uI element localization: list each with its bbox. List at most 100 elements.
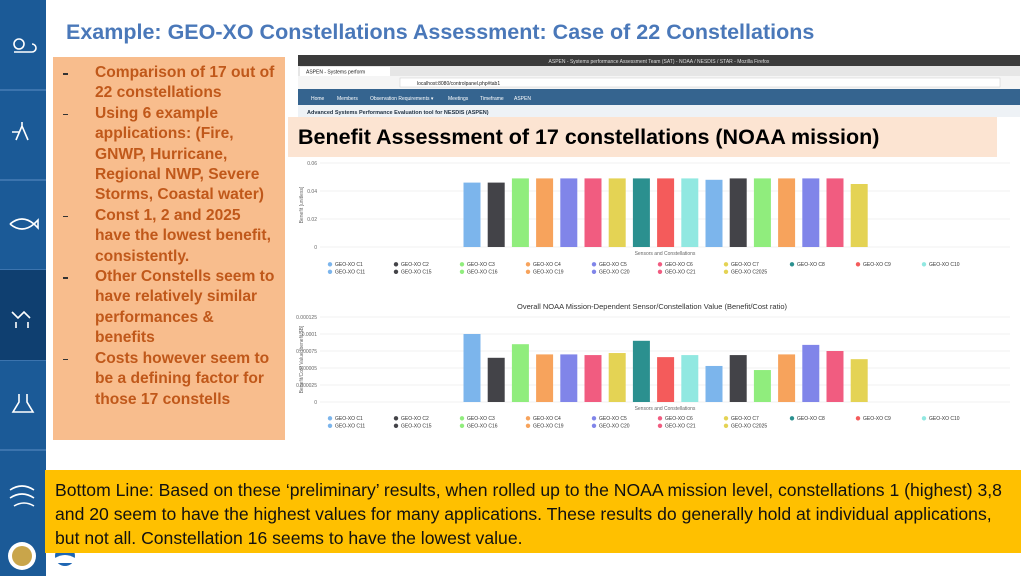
legend-label[interactable]: GEO-XO C1 <box>335 262 363 268</box>
y-tick-label: 0.06 <box>307 161 317 167</box>
y-tick-label: 0 <box>314 400 317 406</box>
legend-swatch <box>723 262 729 267</box>
legend-swatch <box>921 262 927 267</box>
bar <box>778 178 796 247</box>
legend-label[interactable]: GEO-XO C2 <box>401 416 429 422</box>
bullet-box: Comparison of 17 out of 22 constellation… <box>53 57 285 440</box>
browser-titlebar <box>298 55 1020 66</box>
legend-label[interactable]: GEO-XO C16 <box>467 270 498 276</box>
legend-swatch <box>723 269 729 274</box>
legend-label[interactable]: GEO-XO C5 <box>599 416 627 422</box>
x-axis-label: Sensors and Constellations <box>635 251 696 257</box>
legend-swatch <box>393 269 399 274</box>
bar <box>511 344 529 402</box>
y-tick-label: 0.00005 <box>299 366 317 372</box>
url: localhost:8080/controlpanel.php#tab1 <box>417 81 500 87</box>
legend-swatch <box>657 423 663 428</box>
legend-label[interactable]: GEO-XO C15 <box>401 270 432 276</box>
legend-label[interactable]: GEO-XO C19 <box>533 424 564 430</box>
legend-swatch <box>723 423 729 428</box>
sidebar <box>0 0 46 576</box>
legend-label[interactable]: GEO-XO C4 <box>533 262 561 268</box>
legend-label[interactable]: GEO-XO C2025 <box>731 270 767 276</box>
legend-swatch <box>327 423 333 428</box>
sidebar-icons <box>0 38 46 570</box>
bullet-dash <box>63 73 68 75</box>
nav: Home Members Observation Requirements ▾ Mee… <box>311 96 531 102</box>
legend-label[interactable]: GEO-XO C16 <box>467 424 498 430</box>
legend-swatch <box>591 262 597 267</box>
bar <box>463 182 481 247</box>
bullet-text: Other Constells seem to have relatively … <box>95 268 275 347</box>
legend-swatch <box>591 423 597 428</box>
bar <box>705 179 723 247</box>
bullet: Comparison of 17 out of 22 constellation… <box>63 63 275 104</box>
legend-swatch <box>525 269 531 274</box>
nav-item[interactable]: Observation Requirements ▾ <box>370 96 434 102</box>
app-header <box>298 105 1020 117</box>
nav-item[interactable]: Timeframe <box>480 96 504 102</box>
bar <box>778 354 796 402</box>
bar <box>560 178 578 247</box>
y-axis-label: Benefit [unitless] <box>299 186 305 223</box>
legend-label[interactable]: GEO-XO C6 <box>665 416 693 422</box>
bullet: Using 6 example applications: (Fire, GNW… <box>63 104 275 206</box>
tab-label: ASPEN - Systems perform <box>306 70 365 76</box>
bar <box>632 340 650 402</box>
legend-label[interactable]: GEO-XO C2 <box>401 262 429 268</box>
browser-window <box>298 55 1020 455</box>
legend-swatch <box>393 423 399 428</box>
legend-label[interactable]: GEO-XO C2025 <box>731 424 767 430</box>
legend-label[interactable]: GEO-XO C19 <box>533 270 564 276</box>
legend-label[interactable]: GEO-XO C21 <box>665 424 696 430</box>
legend-label[interactable]: GEO-XO C8 <box>797 416 825 422</box>
bar <box>802 178 820 247</box>
legend-label[interactable]: GEO-XO C8 <box>797 262 825 268</box>
legend-swatch <box>459 262 465 267</box>
legend-label[interactable]: GEO-XO C1 <box>335 416 363 422</box>
legend-swatch <box>459 423 465 428</box>
legend-label[interactable]: GEO-XO C3 <box>467 262 495 268</box>
legend-label[interactable]: GEO-XO C10 <box>929 262 960 268</box>
charts: 0 0.02 0.04 0.06 Benefit [unitless] Sensors a… <box>296 161 1010 430</box>
nav-banner <box>298 89 1020 105</box>
y-tick-label: 0 <box>314 245 317 251</box>
legend-label[interactable]: GEO-XO C3 <box>467 416 495 422</box>
url-bar <box>298 76 1020 89</box>
legend-label[interactable]: GEO-XO C11 <box>335 424 365 430</box>
legend-label[interactable]: GEO-XO C9 <box>863 416 891 422</box>
legend-label[interactable]: GEO-XO C21 <box>665 270 696 276</box>
legend-swatch <box>657 262 663 267</box>
legend-label[interactable]: GEO-XO C15 <box>401 424 432 430</box>
bar <box>729 178 747 247</box>
bar <box>657 178 675 247</box>
legend-swatch <box>657 269 663 274</box>
bar <box>536 354 554 402</box>
legend-label[interactable]: GEO-XO C9 <box>863 262 891 268</box>
legend-swatch <box>525 262 531 267</box>
nav-item[interactable]: ASPEN <box>514 96 531 102</box>
legend-swatch <box>459 416 465 421</box>
bar <box>608 353 626 402</box>
legend-swatch <box>591 269 597 274</box>
nav-item[interactable]: Meetings <box>448 96 469 102</box>
legend-label[interactable]: GEO-XO C5 <box>599 262 627 268</box>
legend-swatch <box>789 416 795 421</box>
bar <box>802 344 820 402</box>
window-title: ASPEN - Systems performance Assessment T… <box>549 59 770 65</box>
nav-item[interactable]: Members <box>337 96 358 102</box>
icons <box>9 38 39 507</box>
legend-label[interactable]: GEO-XO C7 <box>731 262 759 268</box>
nav-item[interactable]: Home <box>311 96 325 102</box>
legend-label[interactable]: GEO-XO C20 <box>599 424 630 430</box>
legend-label[interactable]: GEO-XO C6 <box>665 262 693 268</box>
bullet: Other Constells seem to have relatively … <box>63 267 275 349</box>
legend-label[interactable]: GEO-XO C10 <box>929 416 960 422</box>
legend-label[interactable]: GEO-XO C4 <box>533 416 561 422</box>
y-tick-label: 0.02 <box>307 217 317 223</box>
legend-swatch <box>459 269 465 274</box>
legend-label[interactable]: GEO-XO C20 <box>599 270 630 276</box>
legend-label[interactable]: GEO-XO C7 <box>731 416 759 422</box>
bullet-text: Const 1, 2 and 2025 have the lowest bene… <box>95 206 271 265</box>
legend-label[interactable]: GEO-XO C11 <box>335 270 365 276</box>
